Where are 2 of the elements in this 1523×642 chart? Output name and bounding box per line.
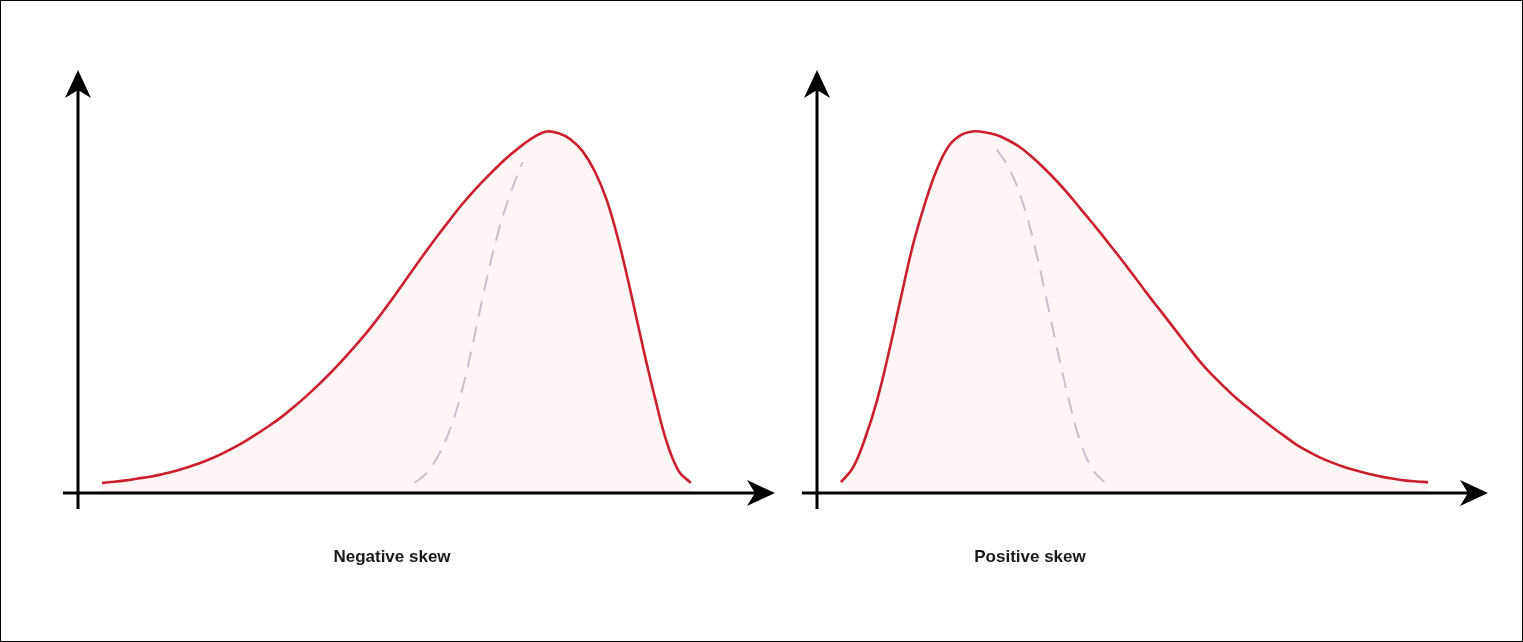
text: Positive skew: [974, 547, 1086, 567]
text: Negative skew: [333, 547, 451, 567]
